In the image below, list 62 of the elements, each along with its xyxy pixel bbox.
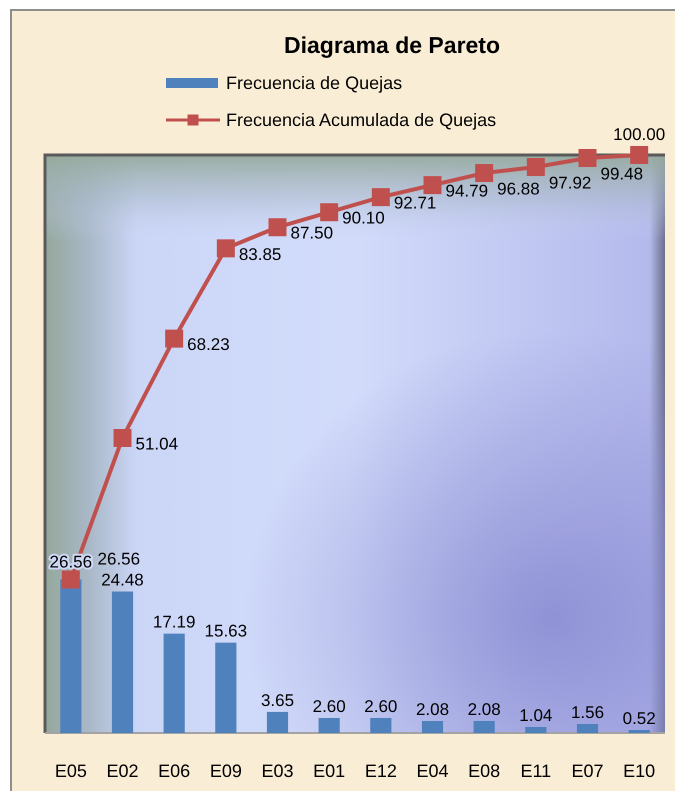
point [165,330,184,348]
data-label: 0.52 [622,708,656,728]
data-label: 1.04 [519,706,552,725]
bar [474,720,495,733]
bar [266,712,288,733]
x-tick-label: E05 [54,761,87,781]
data-label: 90.10 [342,208,385,228]
data-label: 2.08 [416,700,450,719]
data-label: 99.48 [600,164,644,184]
point [630,146,648,164]
bar [370,718,392,733]
point [216,239,235,258]
chart-title: Diagrama de Pareto [284,32,500,58]
x-tick-label: E06 [158,761,190,781]
data-label: 92.71 [394,194,436,213]
data-label: 15.63 [204,622,248,641]
data-label: 2.60 [364,696,398,716]
legend-label: Frecuencia Acumulada de Quejas [226,110,496,130]
legend-label: Frecuencia de Quejas [226,73,402,93]
bar [164,634,185,733]
point [268,218,286,236]
bar [112,592,134,733]
bar [60,579,82,733]
x-tick-label: E07 [571,761,604,781]
point [372,188,390,206]
x-tick-label: E08 [468,761,500,781]
bar [422,720,444,733]
data-label: 83.85 [238,244,282,264]
point [424,176,442,194]
data-label: 24.48 [101,570,144,590]
point [114,428,132,447]
bar [318,718,340,733]
data-label: 3.65 [260,690,294,710]
data-label: 94.79 [445,182,488,201]
point [475,164,494,182]
x-tick-label: E02 [106,761,139,781]
point [62,570,80,588]
data-label: 87.50 [290,224,334,243]
point [578,149,596,168]
data-label: 97.92 [548,173,592,192]
bar [525,726,546,733]
point [526,158,545,176]
x-tick-label: E12 [364,761,397,781]
data-label: 2.08 [468,700,501,719]
data-label: 68.23 [187,335,230,354]
data-label: 17.19 [152,612,196,632]
data-label: 96.88 [497,179,540,198]
data-label: 2.60 [312,696,346,716]
point [320,203,338,222]
data-label: 1.56 [570,702,604,722]
x-tick-label: E04 [416,761,449,781]
data-label: 100.00 [613,124,666,144]
x-tick-label: E09 [210,761,242,781]
bar [576,724,598,733]
x-tick-label: E10 [623,761,656,781]
bar [628,730,650,733]
data-label: 51.04 [135,434,178,454]
x-tick-label: E11 [520,761,552,781]
bar [215,642,236,733]
x-tick-label: E03 [261,761,294,781]
x-tick-label: E01 [313,761,346,781]
data-label: 26.56 [98,549,140,568]
